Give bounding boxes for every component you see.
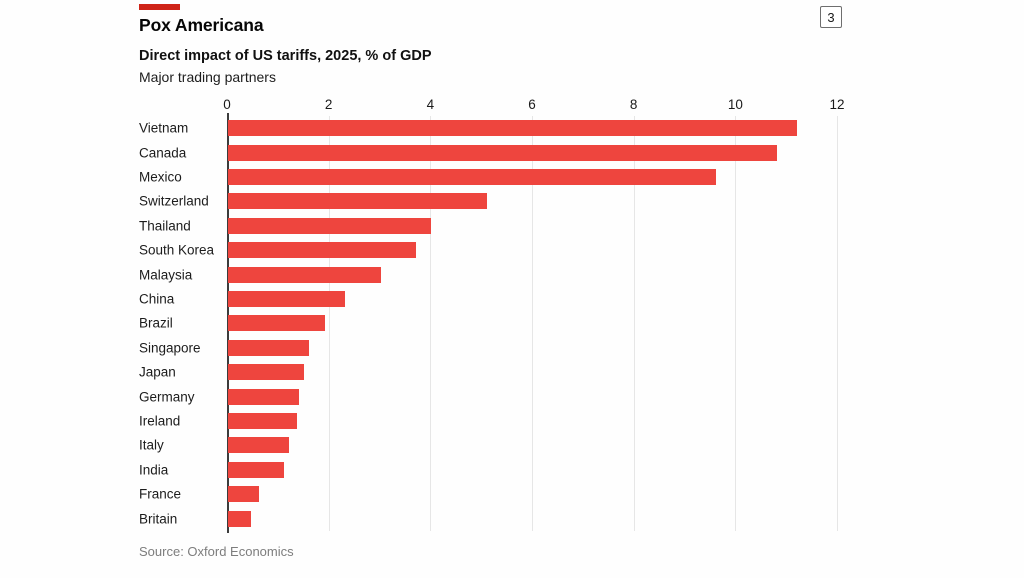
country-label: Singapore [139,340,201,356]
y-axis-line [227,113,229,533]
country-label: South Korea [139,242,215,258]
bar-row: Japan [139,360,849,384]
bar-row: Switzerland [139,189,849,213]
gridline [430,116,432,531]
country-label: Japan [139,364,176,380]
gridline [633,116,635,531]
bar-row: Malaysia [139,262,849,286]
x-tick-label: 0 [223,97,231,112]
bar-britain [228,510,251,527]
bar-italy [228,437,289,454]
country-label: Thailand [139,218,191,234]
x-tick-label: 12 [829,97,845,112]
x-tick-label: 4 [426,97,435,112]
bar-china [228,290,345,307]
bar-row: Ireland [139,409,849,433]
bar-row: Vietnam [139,116,849,140]
country-label: Ireland [139,413,181,429]
bar-france [228,486,259,503]
bar-row: China [139,287,849,311]
bar-row: Italy [139,433,849,457]
gridline [532,116,533,531]
gridline [735,116,737,531]
bar-row: Germany [139,384,849,408]
bar-japan [228,364,305,381]
bar-mexico [228,168,716,185]
country-label: Vietnam [139,120,189,136]
bar-row: France [139,482,849,506]
gridline [837,116,838,531]
country-label: Britain [139,511,178,527]
x-tick-label: 2 [324,97,333,112]
country-label: India [139,462,169,478]
bar-row: Thailand [139,214,849,238]
bar-vietnam [228,120,798,137]
country-label: China [139,291,175,307]
country-label: France [139,486,182,502]
bar-ireland [228,412,297,429]
country-label: Germany [139,389,195,405]
bar-malaysia [228,266,381,283]
country-label: Malaysia [139,267,193,283]
bar-row: Canada [139,140,849,164]
bar-chart: 0 2 4 6 8 10 12 Vietnam Canada Mexico Switzerland… [139,97,849,533]
chart-subtitle: Direct impact of US tariffs, 2025, % of … [139,48,432,64]
chart-title: Pox Americana [139,15,264,35]
plot-area: Vietnam Canada Mexico Switzerland Thailand So… [139,113,849,533]
bar-row: Britain [139,506,849,530]
bar-canada [228,144,777,161]
bar-germany [228,388,300,405]
gridline [328,116,330,531]
bar-row: Mexico [139,165,849,189]
country-label: Mexico [139,169,182,185]
country-label: Switzerland [139,193,209,209]
x-tick-label: 8 [629,97,638,112]
economist-red-tick [139,4,180,10]
country-label: Canada [139,145,187,161]
bar-india [228,461,284,478]
x-tick-label: 6 [528,97,536,112]
bar-row: Singapore [139,336,849,360]
source-note: Source: Oxford Economics [139,544,294,559]
chart-note: Major trading partners [139,69,276,85]
x-tick-label: 10 [727,97,743,112]
country-label: Italy [139,437,164,453]
slide-number-badge: 3 [820,6,842,28]
slide-number: 3 [827,9,835,25]
country-label: Brazil [139,315,173,331]
bar-singapore [228,339,310,356]
bar-row: India [139,458,849,482]
bar-row: South Korea [139,238,849,262]
bar-thailand [228,217,432,234]
bar-south-korea [228,242,417,259]
bar-row: Brazil [139,311,849,335]
bar-brazil [228,315,325,332]
bar-switzerland [228,193,488,210]
